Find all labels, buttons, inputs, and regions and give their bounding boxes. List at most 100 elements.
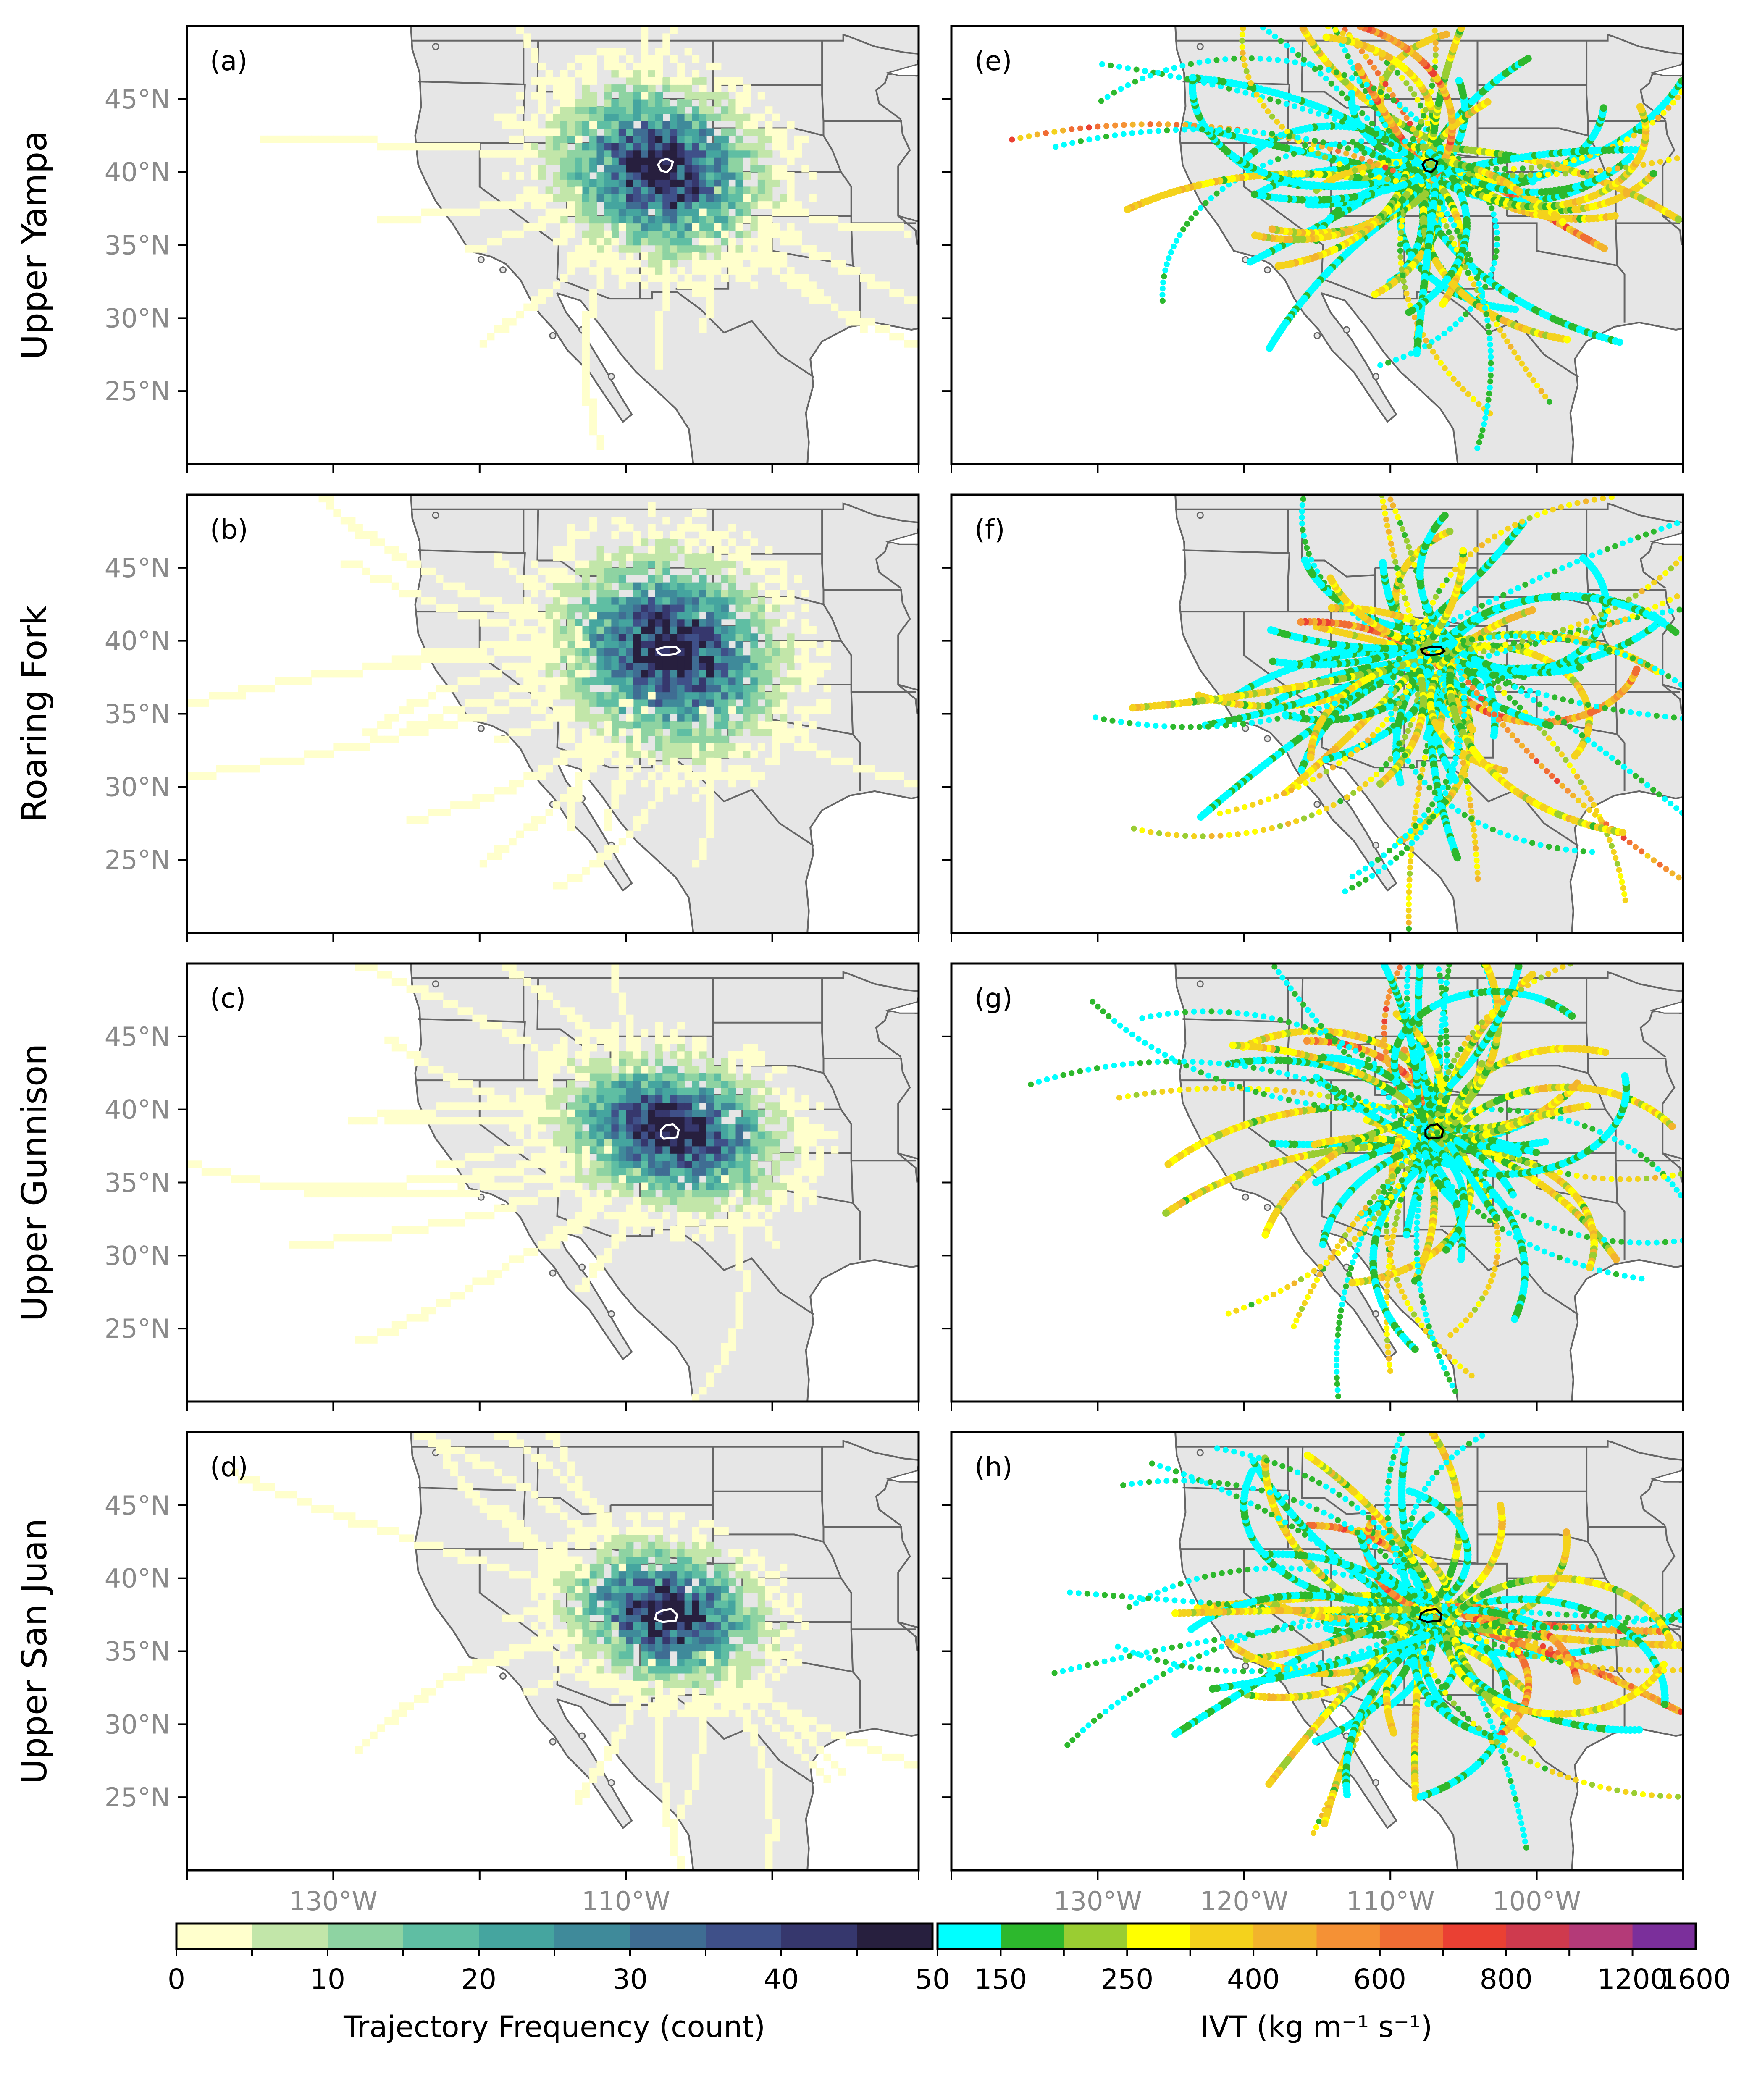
frequency-cell <box>794 670 802 678</box>
frequency-cell <box>699 1044 707 1052</box>
frequency-cell <box>553 1044 561 1052</box>
frequency-cell <box>399 1117 407 1125</box>
frequency-cell <box>794 1593 802 1601</box>
frequency-cell <box>714 1666 722 1674</box>
frequency-cell <box>641 1629 649 1637</box>
frequency-cell <box>618 553 626 561</box>
frequency-cell <box>714 1066 722 1074</box>
frequency-cell <box>677 1182 685 1190</box>
frequency-cell <box>641 714 649 722</box>
frequency-cell <box>589 1270 597 1278</box>
frequency-cell <box>677 1688 685 1696</box>
frequency-cell <box>684 765 692 773</box>
trajectory-point <box>1275 98 1282 105</box>
frequency-cell <box>618 780 626 788</box>
frequency-cell <box>428 992 436 1000</box>
lat-tick-label: 30°N <box>105 1240 170 1271</box>
frequency-cell <box>494 553 502 561</box>
trajectory-point <box>1142 68 1148 74</box>
frequency-cell <box>648 619 656 627</box>
frequency-cell <box>662 1139 670 1147</box>
frequency-cell <box>582 765 590 773</box>
frequency-cell <box>414 662 422 670</box>
frequency-cell <box>714 655 722 663</box>
frequency-cell <box>618 1614 626 1622</box>
frequency-cell <box>662 281 670 289</box>
frequency-cell <box>757 1124 765 1132</box>
frequency-cell <box>545 70 553 78</box>
frequency-cell <box>692 245 700 253</box>
frequency-cell <box>648 685 656 693</box>
frequency-cell <box>772 619 780 627</box>
island <box>578 1263 586 1271</box>
frequency-cell <box>457 590 465 598</box>
frequency-cell <box>618 728 626 736</box>
frequency-cell <box>714 662 722 670</box>
frequency-cell <box>780 143 788 151</box>
frequency-cell <box>721 597 729 605</box>
frequency-cell <box>377 1182 385 1190</box>
frequency-cell <box>684 677 692 685</box>
frequency-cell <box>553 1505 561 1513</box>
frequency-cell <box>714 1182 722 1190</box>
frequency-cell <box>721 750 729 758</box>
frequency-cell <box>472 794 480 802</box>
frequency-cell <box>567 655 575 663</box>
frequency-cell <box>765 699 773 707</box>
frequency-cell <box>618 1087 626 1095</box>
frequency-cell <box>289 1491 297 1499</box>
frequency-cell <box>670 597 678 605</box>
frequency-cell <box>538 165 546 173</box>
frequency-cell <box>626 1014 634 1022</box>
frequency-cell <box>545 1600 553 1608</box>
basin-outline <box>655 646 682 656</box>
frequency-cell <box>728 1578 736 1586</box>
frequency-cell <box>282 135 290 143</box>
frequency-cell <box>326 1241 334 1249</box>
frequency-cell <box>553 238 561 246</box>
frequency-cell <box>362 1117 370 1125</box>
frequency-cell <box>362 1182 370 1190</box>
frequency-cell <box>596 1139 604 1147</box>
frequency-cell <box>523 648 531 656</box>
frequency-cell <box>735 1168 743 1176</box>
frequency-cell <box>670 1109 678 1117</box>
frequency-cell <box>670 1066 678 1074</box>
frequency-cell <box>728 1153 736 1161</box>
frequency-cell <box>860 223 868 231</box>
frequency-cell <box>750 714 758 722</box>
frequency-cell <box>567 1058 575 1066</box>
frequency-cell <box>538 106 546 114</box>
frequency-cell <box>633 1680 641 1688</box>
frequency-cell <box>618 662 626 670</box>
frequency-cell <box>238 1175 246 1183</box>
frequency-cell <box>692 143 700 151</box>
frequency-cell <box>531 1248 538 1256</box>
frequency-cell <box>589 1263 597 1270</box>
frequency-cell <box>414 728 422 736</box>
frequency-cell <box>721 113 729 121</box>
frequency-cell <box>509 1571 517 1579</box>
map-panel-b: (b)25°N30°N35°N40°N45°N <box>105 494 920 942</box>
frequency-cell <box>662 1578 670 1586</box>
frequency-cell <box>641 1658 649 1667</box>
frequency-cell <box>648 1109 656 1117</box>
frequency-cell <box>684 706 692 714</box>
frequency-cell <box>721 662 729 670</box>
lon-tick-label: 110°W <box>582 1886 670 1916</box>
frequency-cell <box>531 721 538 729</box>
frequency-cell <box>618 1578 626 1586</box>
frequency-cell <box>589 296 597 304</box>
frequency-cell <box>531 1139 538 1147</box>
frequency-cell <box>743 1717 751 1725</box>
frequency-cell <box>692 509 700 517</box>
frequency-cell <box>553 1549 561 1557</box>
frequency-cell <box>706 1168 714 1176</box>
frequency-cell <box>735 1160 743 1168</box>
frequency-cell <box>677 1666 685 1674</box>
frequency-cell <box>516 670 524 678</box>
frequency-cell <box>596 1571 604 1579</box>
frequency-cell <box>699 1739 707 1747</box>
frequency-cell <box>589 113 597 121</box>
